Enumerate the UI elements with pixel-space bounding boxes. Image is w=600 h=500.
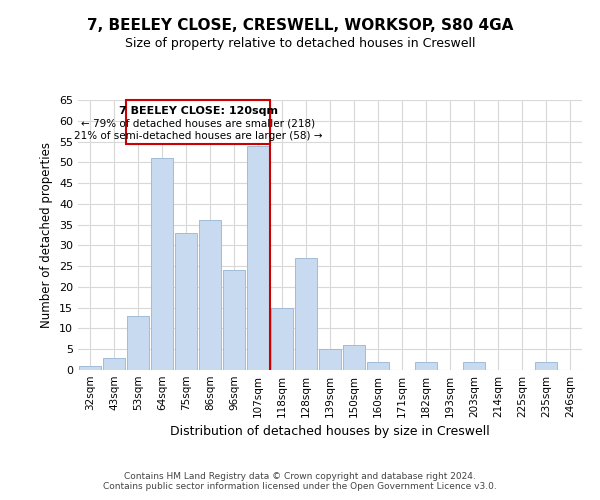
Bar <box>463 362 485 370</box>
Bar <box>223 270 245 370</box>
Text: Contains HM Land Registry data © Crown copyright and database right 2024.: Contains HM Land Registry data © Crown c… <box>124 472 476 481</box>
X-axis label: Distribution of detached houses by size in Creswell: Distribution of detached houses by size … <box>170 426 490 438</box>
Bar <box>295 258 317 370</box>
Text: 7, BEELEY CLOSE, CRESWELL, WORKSOP, S80 4GA: 7, BEELEY CLOSE, CRESWELL, WORKSOP, S80 … <box>87 18 513 32</box>
Bar <box>103 358 125 370</box>
Bar <box>199 220 221 370</box>
Text: Size of property relative to detached houses in Creswell: Size of property relative to detached ho… <box>125 38 475 51</box>
Text: ← 79% of detached houses are smaller (218): ← 79% of detached houses are smaller (21… <box>81 118 316 128</box>
Bar <box>535 362 557 370</box>
Bar <box>271 308 293 370</box>
Bar <box>175 233 197 370</box>
Bar <box>343 345 365 370</box>
Bar <box>247 146 269 370</box>
Bar <box>415 362 437 370</box>
Text: 21% of semi-detached houses are larger (58) →: 21% of semi-detached houses are larger (… <box>74 131 322 141</box>
Text: 7 BEELEY CLOSE: 120sqm: 7 BEELEY CLOSE: 120sqm <box>119 106 278 116</box>
Bar <box>367 362 389 370</box>
Bar <box>151 158 173 370</box>
FancyBboxPatch shape <box>127 100 270 144</box>
Text: Contains public sector information licensed under the Open Government Licence v3: Contains public sector information licen… <box>103 482 497 491</box>
Y-axis label: Number of detached properties: Number of detached properties <box>40 142 53 328</box>
Bar <box>79 366 101 370</box>
Bar <box>127 316 149 370</box>
Bar <box>319 349 341 370</box>
